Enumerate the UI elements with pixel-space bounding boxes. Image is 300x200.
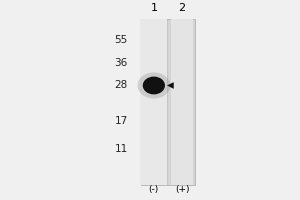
Ellipse shape xyxy=(143,77,164,94)
Text: 11: 11 xyxy=(115,144,128,154)
FancyBboxPatch shape xyxy=(140,19,167,185)
Text: 17: 17 xyxy=(115,116,128,126)
Text: 55: 55 xyxy=(115,35,128,45)
Text: (+): (+) xyxy=(175,185,189,194)
Text: 28: 28 xyxy=(115,80,128,90)
Text: 36: 36 xyxy=(115,58,128,68)
FancyBboxPatch shape xyxy=(171,19,193,185)
FancyBboxPatch shape xyxy=(141,19,195,185)
Text: 1: 1 xyxy=(150,3,158,13)
Ellipse shape xyxy=(137,72,170,99)
Text: 2: 2 xyxy=(178,3,186,13)
Text: (-): (-) xyxy=(149,185,159,194)
